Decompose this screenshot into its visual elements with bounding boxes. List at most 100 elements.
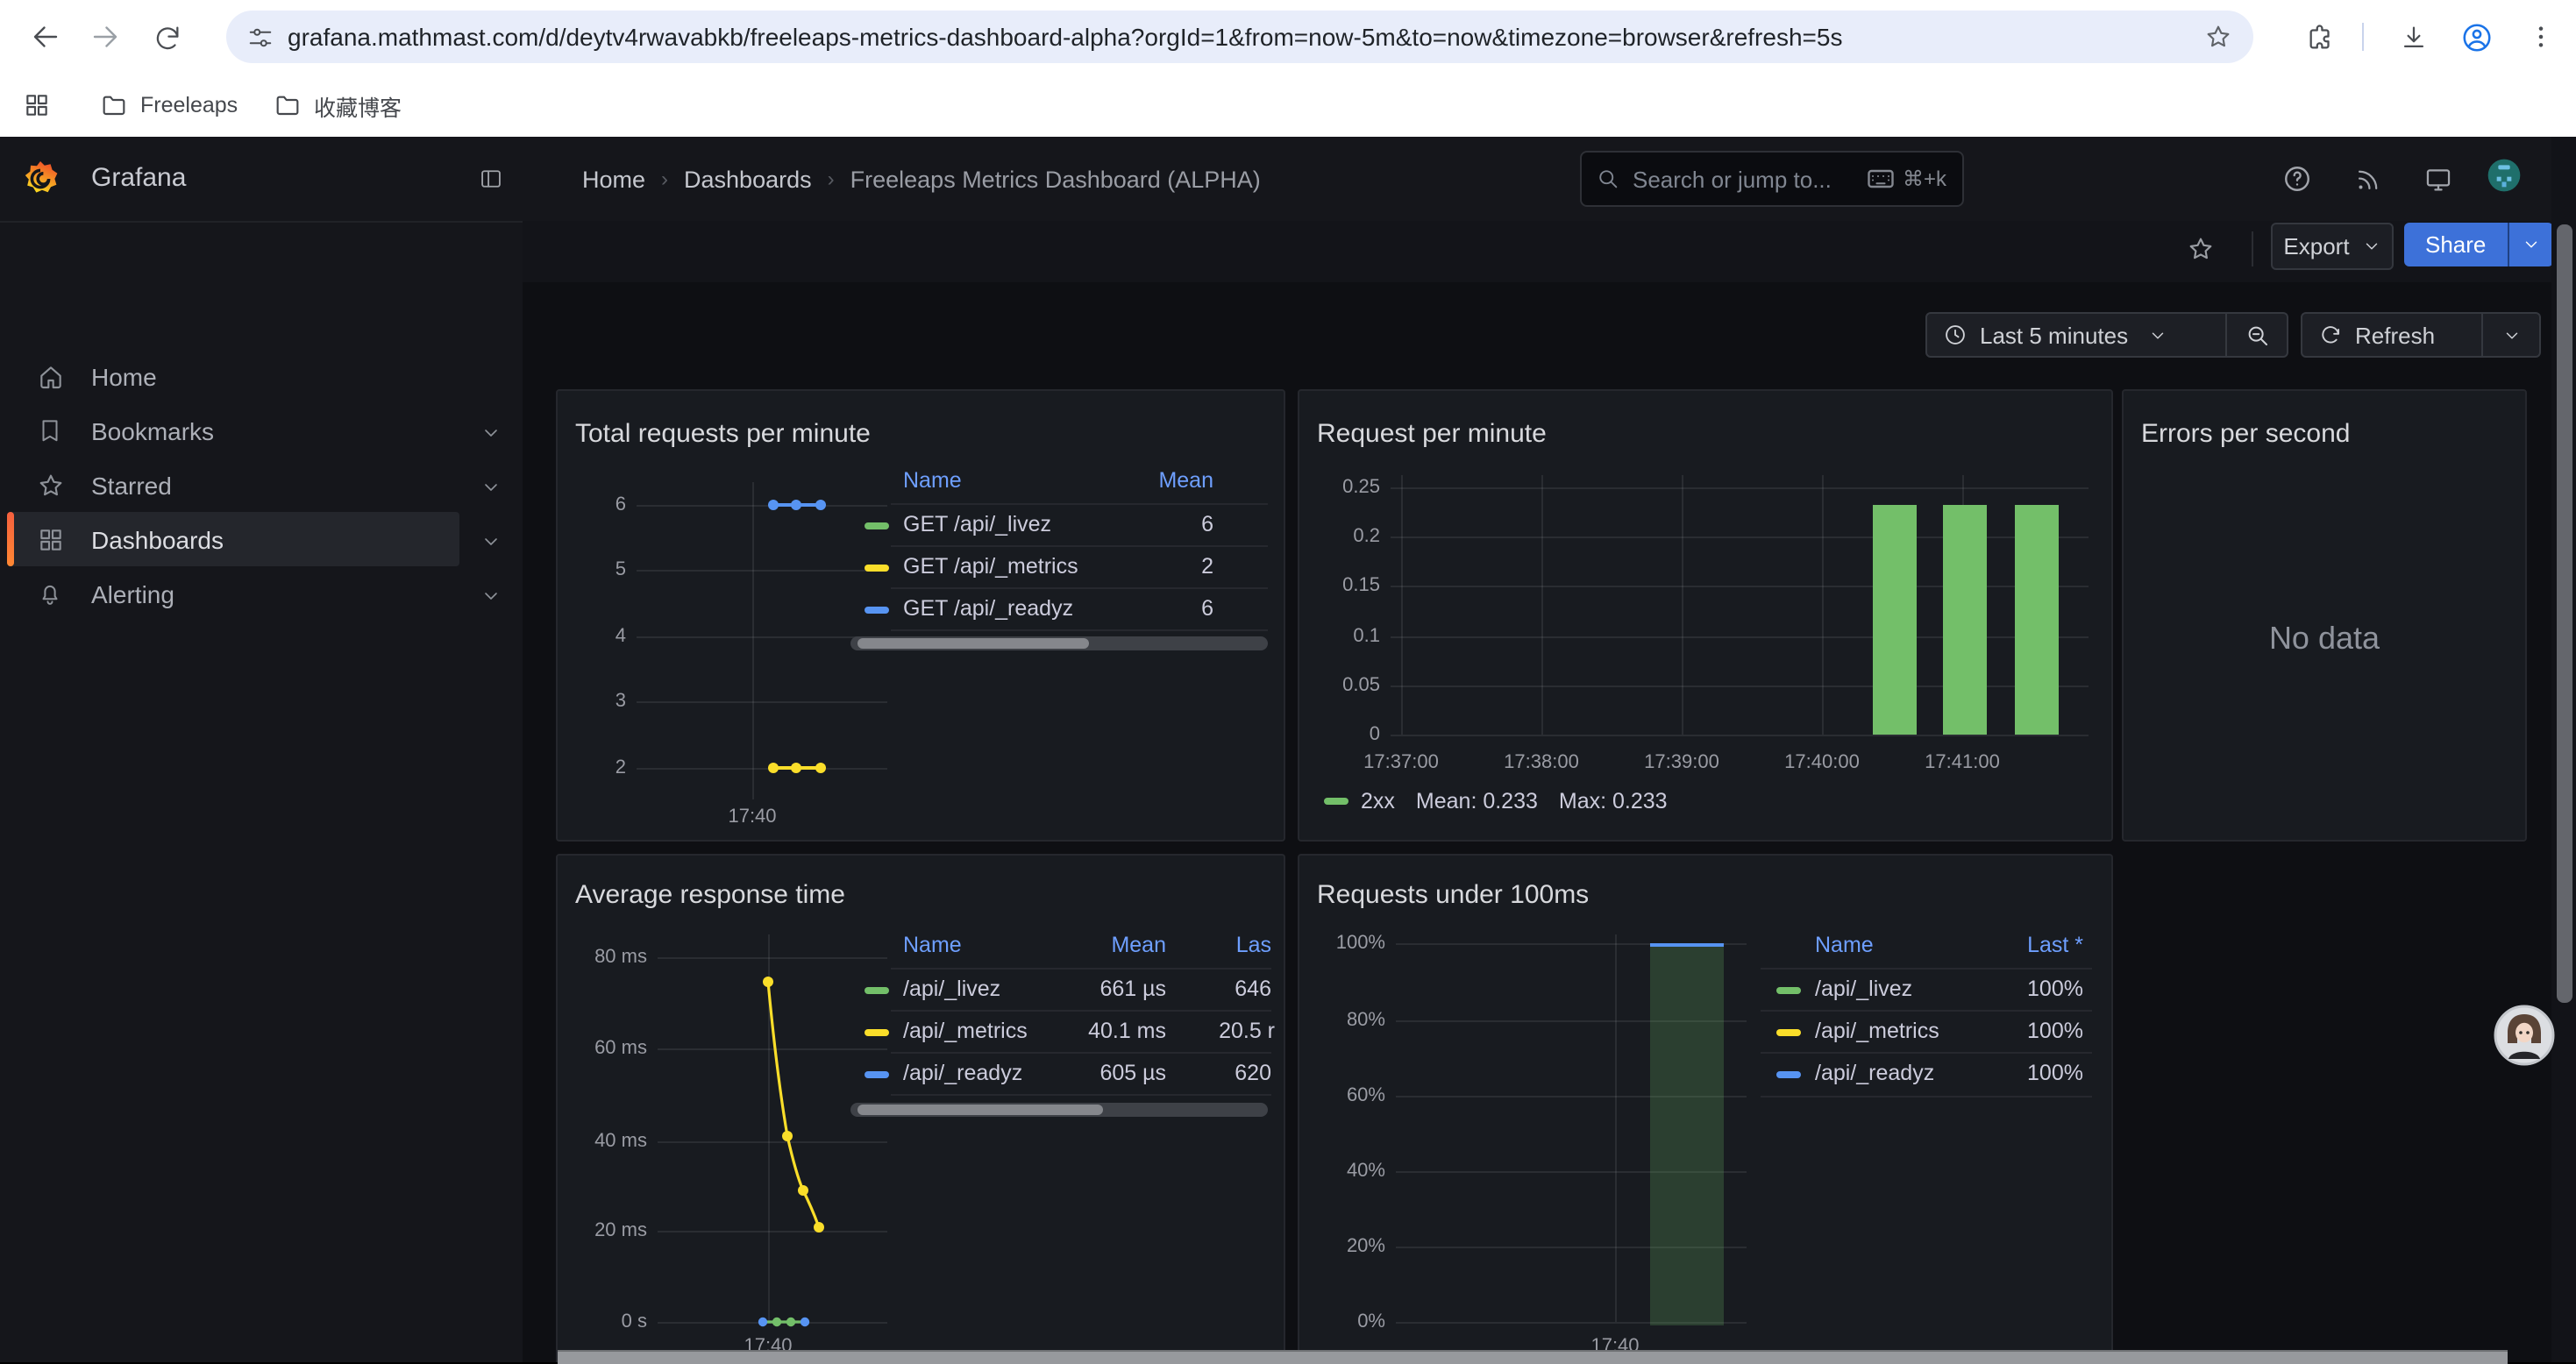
chevron-down-icon [2147, 325, 2167, 345]
reload-icon[interactable] [146, 16, 188, 58]
search-input[interactable]: Search or jump to... ⌘+k [1580, 151, 1964, 207]
legend-header-mean[interactable]: Mean [1158, 468, 1213, 503]
y-tick: 80% [1347, 1010, 1385, 1031]
bookmark-label: 收藏博客 [314, 89, 402, 122]
share-menu-chevron[interactable] [2507, 223, 2552, 266]
x-tick: 17:39:00 [1644, 752, 1719, 773]
news-rss-icon[interactable] [2350, 161, 2385, 196]
legend-header-last[interactable]: Last * [2027, 933, 2083, 968]
breadcrumb-home[interactable]: Home [582, 166, 645, 192]
bar-2xx[interactable] [2015, 505, 2059, 735]
bookmark-folder-blogs[interactable]: 收藏博客 [274, 86, 402, 124]
y-tick: 0.05 [1342, 675, 1380, 696]
legend-header-name[interactable]: Name [903, 468, 962, 503]
apps-grid-icon[interactable] [23, 86, 51, 124]
zoom-out-button[interactable] [2227, 312, 2288, 358]
panel-title[interactable]: Request per minute [1317, 419, 1547, 449]
profile-icon[interactable] [2455, 16, 2497, 58]
browser-menu-icon[interactable] [2520, 16, 2562, 58]
legend-header-name[interactable]: Name [1815, 933, 1874, 968]
bookmark-icon [37, 416, 65, 444]
sidebar: Grafana Home Bookmarks [0, 137, 524, 1362]
legend-header-last[interactable]: Las [1236, 933, 1271, 968]
panel-title[interactable]: Total requests per minute [575, 419, 871, 449]
no-data-label: No data [2124, 621, 2525, 657]
search-icon [1596, 167, 1620, 191]
breadcrumb-bar: Home › Dashboards › Freeleaps Metrics Da… [523, 137, 2576, 223]
y-tick: 0% [1357, 1311, 1385, 1332]
address-bar[interactable]: grafana.mathmast.com/d/deytv4rwavabkb/fr… [226, 11, 2253, 63]
legend-row: /api/_readyz 100% [1776, 1054, 2092, 1096]
url-text[interactable]: grafana.mathmast.com/d/deytv4rwavabkb/fr… [288, 23, 2204, 51]
legend-header-mean[interactable]: Mean [1111, 933, 1166, 968]
y-tick: 0.2 [1353, 526, 1380, 547]
chevron-down-icon[interactable] [480, 474, 502, 495]
legend-row: /api/_livez 100% [1776, 970, 2092, 1012]
collapse-sidebar-icon[interactable] [479, 167, 503, 191]
sidebar-item-home[interactable]: Home [0, 349, 523, 403]
panel-title[interactable]: Requests under 100ms [1317, 880, 1589, 910]
panel-title[interactable]: Errors per second [2141, 419, 2350, 449]
actions-divider [2252, 231, 2253, 266]
toolbar-divider [2362, 23, 2364, 51]
bell-icon [37, 579, 65, 607]
refresh-button[interactable]: Refresh [2301, 312, 2483, 358]
legend-scrollbar[interactable] [850, 1103, 1268, 1117]
y-tick: 20% [1347, 1236, 1385, 1257]
downloads-icon[interactable] [2392, 16, 2434, 58]
export-button[interactable]: Export [2271, 223, 2394, 270]
back-icon[interactable] [25, 16, 67, 58]
x-tick: 17:40:00 [1784, 752, 1860, 773]
x-tick: 17:40 [728, 806, 776, 828]
refresh-interval-dropdown[interactable] [2483, 312, 2541, 358]
sidebar-item-alerting[interactable]: Alerting [0, 566, 523, 621]
chevron-down-icon[interactable] [480, 529, 502, 561]
sidebar-item-dashboards[interactable]: Dashboards [7, 512, 459, 566]
share-button[interactable]: Share [2404, 223, 2552, 266]
star-dashboard-icon[interactable] [2187, 235, 2215, 272]
legend-header-name[interactable]: Name [903, 933, 962, 968]
star-icon [37, 471, 65, 499]
site-info-icon[interactable] [247, 24, 274, 50]
breadcrumb-separator: › [661, 167, 668, 191]
area-bar-100pct[interactable] [1650, 943, 1724, 1325]
keyboard-icon [1868, 168, 1894, 189]
extensions-icon[interactable] [2299, 16, 2341, 58]
legend-inline: 2xx Mean: 0.233 Max: 0.233 [1324, 789, 1668, 813]
sidebar-item-label: Home [91, 362, 157, 390]
y-tick: 0.1 [1353, 626, 1380, 647]
bookmark-folder-freeleaps[interactable]: Freeleaps [100, 86, 238, 124]
chevron-down-icon[interactable] [480, 420, 502, 441]
clock-icon [1943, 323, 1968, 347]
sidebar-item-bookmarks[interactable]: Bookmarks [0, 403, 523, 458]
legend-series-name[interactable]: 2xx [1361, 789, 1395, 813]
user-avatar[interactable] [2487, 158, 2522, 193]
legend-row: /api/_metrics 40.1 ms 20.5 r [865, 1012, 1271, 1054]
chevron-down-icon [2501, 325, 2521, 345]
x-tick: 17:41:00 [1925, 752, 2000, 773]
screen: grafana.mathmast.com/d/deytv4rwavabkb/fr… [0, 0, 2576, 1362]
grafana-logo-icon[interactable] [23, 161, 58, 196]
breadcrumb-dashboards[interactable]: Dashboards [684, 166, 812, 192]
sidebar-item-starred[interactable]: Starred [0, 458, 523, 512]
forward-icon[interactable] [84, 16, 126, 58]
bookmark-star-icon[interactable] [2204, 23, 2232, 51]
panel-requests-under-100ms: Requests under 100ms 100% 80% 60% 40% 20… [1298, 854, 2113, 1362]
kiosk-monitor-icon[interactable] [2420, 161, 2455, 196]
time-range-picker[interactable]: Last 5 minutes [1925, 312, 2227, 358]
help-icon[interactable] [2280, 161, 2315, 196]
chevron-down-icon [2362, 237, 2381, 256]
chevron-down-icon[interactable] [480, 583, 502, 604]
panel-total-requests: Total requests per minute 6 5 4 3 2 17:4… [556, 389, 1285, 842]
active-indicator [7, 512, 14, 566]
legend-scrollbar[interactable] [850, 636, 1268, 650]
page-scrollbar-thumb[interactable] [2556, 224, 2572, 1003]
y-tick: 3 [616, 691, 626, 712]
bar-2xx[interactable] [1943, 505, 1987, 735]
legend-row: GET /api/_readyz 6 [865, 589, 1268, 631]
y-tick: 4 [616, 626, 626, 647]
brand-name[interactable]: Grafana [91, 137, 186, 221]
bar-2xx[interactable] [1873, 505, 1917, 735]
zoom-out-icon [2244, 322, 2270, 348]
floating-avatar[interactable] [2494, 1005, 2555, 1066]
